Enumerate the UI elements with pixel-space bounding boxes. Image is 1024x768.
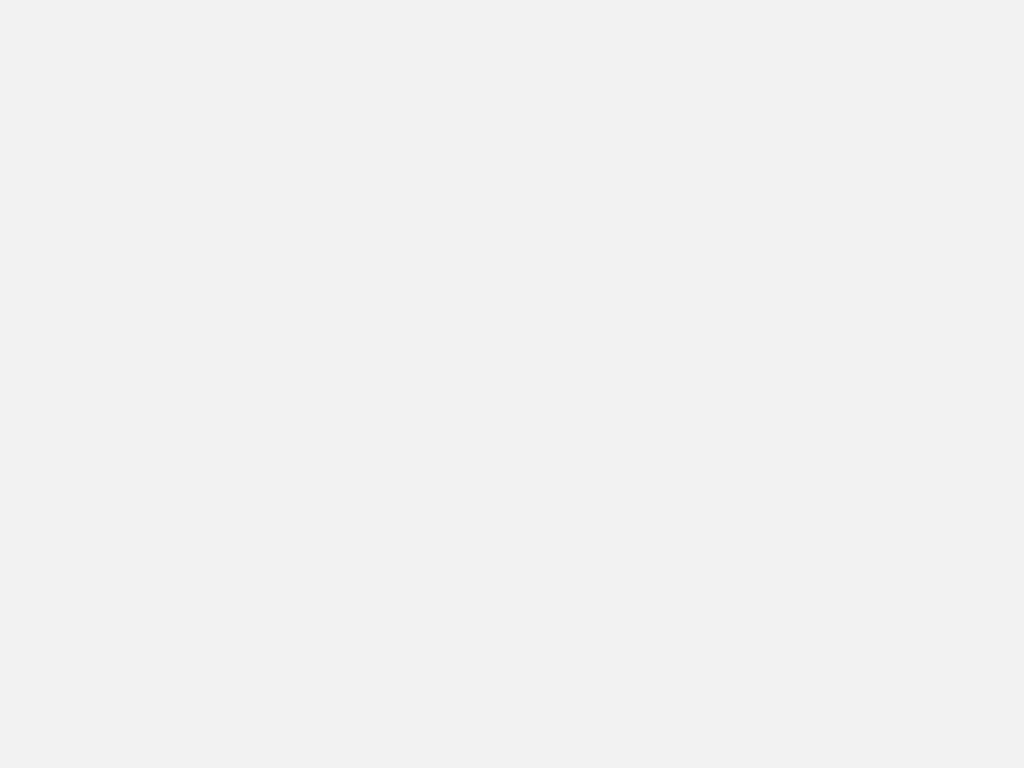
placeholder-region xyxy=(0,0,1024,768)
